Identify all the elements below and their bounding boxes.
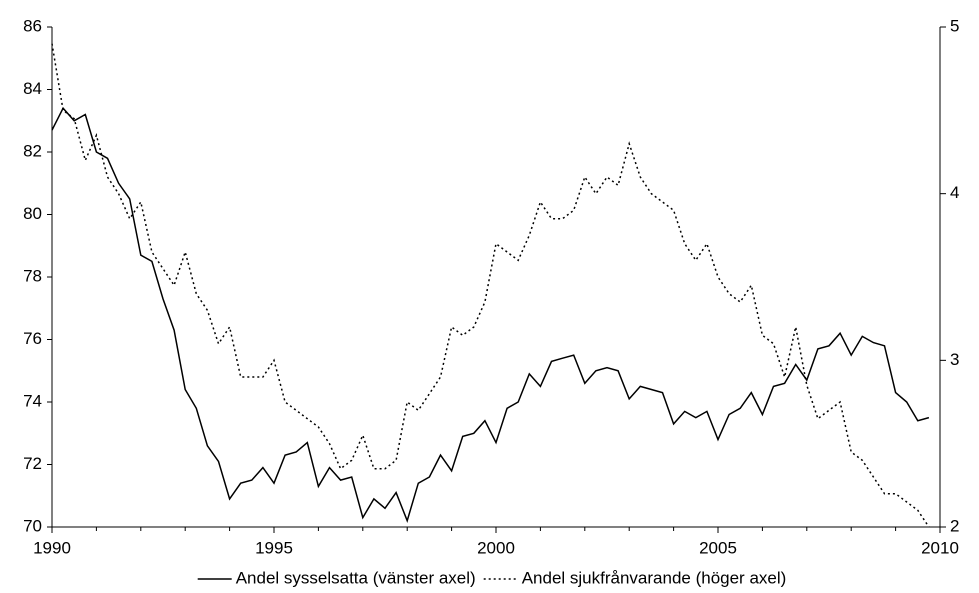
y-tick-label: 82: [23, 141, 42, 160]
y-tick-label: 76: [23, 329, 42, 348]
y-tick-label: 72: [23, 454, 42, 473]
x-tick-label: 1995: [255, 538, 293, 557]
series-line: [51, 106, 930, 523]
y-tick-label: 70: [23, 516, 42, 535]
legend-label: Andel sysselsatta (vänster axel): [236, 568, 476, 587]
x-tick-label: 2010: [921, 538, 959, 557]
y-tick-label: 74: [23, 391, 42, 410]
y2-tick-label: 5: [950, 16, 959, 35]
y2-tick-label: 3: [950, 350, 959, 369]
y-tick-label: 78: [23, 266, 42, 285]
x-tick-label: 1990: [33, 538, 71, 557]
y-tick-label: 80: [23, 204, 42, 223]
x-tick-label: 2000: [477, 538, 515, 557]
legend: Andel sysselsatta (vänster axel) Andel sj…: [197, 568, 787, 587]
y-tick-label: 84: [23, 79, 42, 98]
y2-tick-label: 2: [950, 516, 959, 535]
y-tick-label: 86: [23, 16, 42, 35]
x-tick-label: 2005: [699, 538, 737, 557]
series-line: [51, 43, 930, 528]
y2-tick-label: 4: [950, 183, 959, 202]
legend-label: Andel sjukfrånvarande (höger axel): [522, 568, 787, 587]
